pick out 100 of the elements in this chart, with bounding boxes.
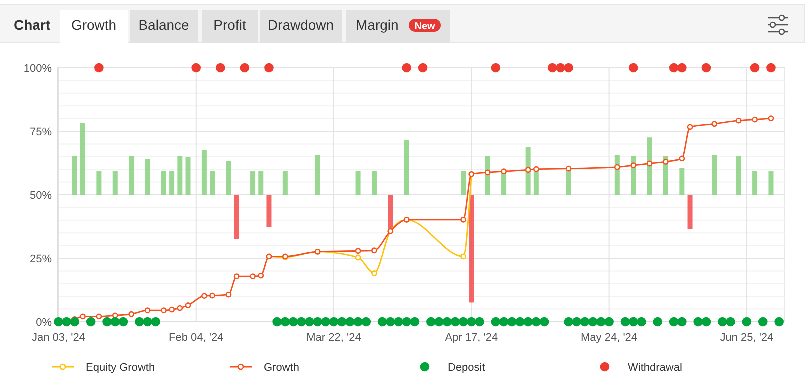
bar [461,171,466,195]
point [736,118,742,124]
point [234,274,240,280]
point [653,317,663,327]
point [774,317,784,327]
point [564,63,574,73]
bar [161,171,166,195]
bar [282,171,288,195]
point [620,317,630,327]
y-tick-label: 25% [30,254,52,266]
text: New [414,22,436,32]
bar [178,156,183,195]
point [669,317,679,327]
point [177,305,184,312]
point [402,317,412,327]
point [288,317,298,327]
point [766,63,776,73]
y-tick-label: 50% [30,190,52,202]
point [614,164,620,170]
point [533,166,540,172]
bar [72,156,78,195]
point [694,317,704,327]
point [321,317,331,327]
point [258,272,264,279]
text: Drawdown [268,17,334,33]
point [718,317,728,327]
point [110,317,120,327]
point [525,167,532,174]
point [532,317,542,327]
bar [768,171,774,195]
point [460,216,466,223]
legend-label: Growth [264,362,300,374]
y-tick-label: 0% [36,317,52,329]
point [402,63,412,73]
bar [372,171,377,195]
bar [647,138,652,195]
point [210,292,216,299]
point [752,116,758,123]
bar [736,156,742,195]
point [678,317,687,327]
point [712,121,718,128]
point [458,317,468,327]
point [580,317,590,327]
bar [266,195,272,228]
point [564,317,574,327]
point [354,317,363,327]
point [750,63,760,73]
point [378,317,388,327]
bar [388,195,394,231]
point [450,317,460,327]
point [679,156,686,162]
x-tick-label: Jun 25, '24 [720,332,774,344]
bar [210,171,216,195]
text: Chart [14,17,51,33]
point [687,124,694,130]
point [758,317,768,327]
point [548,63,558,73]
point [516,317,525,327]
y-tick-label: 100% [24,63,52,75]
point [216,63,226,73]
point [143,317,152,327]
bar [469,195,474,303]
point [346,317,355,327]
point [678,63,687,73]
point [355,254,362,261]
point [313,317,322,327]
bar [186,157,191,195]
bar [315,155,320,195]
point [185,302,192,308]
point [466,317,476,327]
point [628,317,638,327]
point [475,317,484,327]
point [491,63,501,73]
point [161,308,167,314]
point [394,317,404,327]
point [144,308,151,314]
point [70,317,80,327]
point [102,317,112,327]
point [305,317,314,327]
point [296,317,306,327]
point [499,317,509,327]
bar [170,171,175,195]
point [362,317,372,327]
text: Profit [214,17,246,33]
point [192,63,201,73]
legend-label: Equity Growth [86,362,156,374]
point [663,159,669,165]
bar [112,171,118,195]
point [94,63,104,73]
point [566,166,572,172]
point [628,63,638,73]
bar [566,171,572,195]
point [264,63,274,73]
point [637,317,646,327]
bar [712,155,718,195]
point [426,317,436,327]
point [524,317,533,327]
bar [356,171,361,195]
bar [250,171,256,195]
point [151,317,161,327]
